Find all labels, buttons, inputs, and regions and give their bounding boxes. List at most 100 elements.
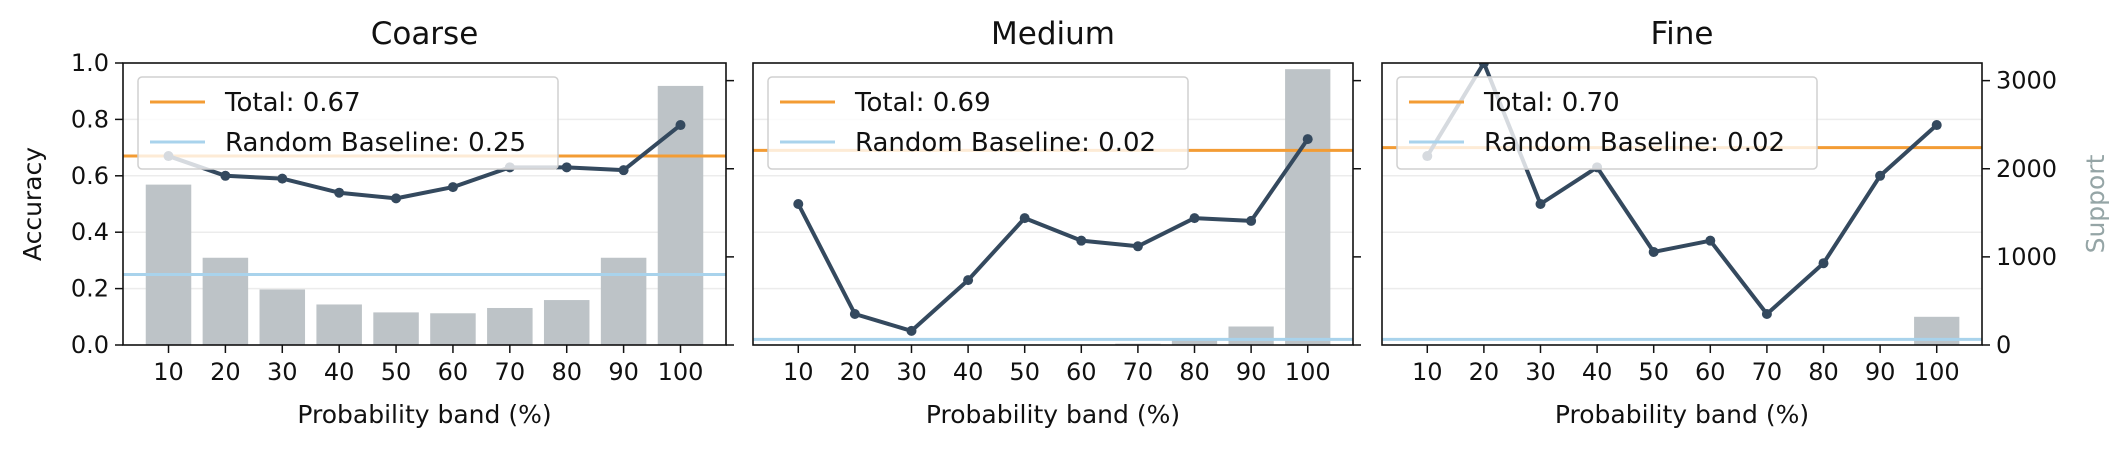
x-tick-label: 60 [1066, 358, 1097, 386]
x-tick-label: 40 [324, 358, 355, 386]
x-tick-label: 20 [840, 358, 871, 386]
accuracy-point [618, 165, 629, 176]
accuracy-point [1648, 246, 1659, 257]
x-tick-label: 30 [267, 358, 298, 386]
accuracy-point [1535, 199, 1546, 209]
legend-total-label: Total: 0.70 [1483, 88, 1620, 118]
x-axis-title: Probability band (%) [926, 400, 1180, 429]
accuracy-point [1931, 120, 1942, 131]
panel-coarse: 10 20 30 40 50 60 70 80 90 100 0.0 0.2 0.4 0.6 0.8 1.0 C… [18, 16, 734, 429]
support-bar [600, 257, 647, 345]
x-tick-label: 60 [1695, 358, 1726, 386]
panel-fine: 10 20 30 40 50 60 70 80 90 1000100020003000FinePr… [1381, 16, 2110, 429]
support-bar [145, 184, 192, 345]
support-bar [543, 300, 590, 345]
accuracy-point [277, 173, 288, 184]
accuracy-point [1019, 213, 1030, 224]
y2-tick-label: 1000 [1996, 243, 2057, 271]
accuracy-point [1246, 215, 1257, 226]
support-bar [1228, 326, 1274, 345]
support-bar [373, 312, 419, 345]
x-tick-label: 20 [1469, 358, 1500, 386]
legend-baseline-label: Random Baseline: 0.02 [1484, 128, 1785, 158]
accuracy-point [391, 193, 402, 204]
y-tick-label: 0.0 [71, 331, 109, 359]
accuracy-point [220, 170, 231, 181]
accuracy-point [849, 308, 860, 319]
legend-total-label: Total: 0.69 [854, 88, 991, 118]
y2-tick-label: 3000 [1996, 67, 2057, 95]
y-tick-label: 0.6 [71, 162, 109, 190]
legend-total-label: Total: 0.67 [224, 88, 361, 118]
panel-title: Fine [1651, 16, 1714, 52]
x-tick-label: 70 [495, 358, 526, 386]
x-tick-label: 50 [381, 358, 412, 386]
x-axis-title: Probability band (%) [297, 400, 551, 429]
x-tick-label: 10 [1412, 358, 1443, 386]
accuracy-point [906, 325, 917, 336]
support-bar [1171, 339, 1218, 345]
support-bar [259, 289, 306, 345]
accuracy-point [1076, 235, 1087, 246]
support-bar [202, 257, 249, 345]
accuracy-point [675, 120, 686, 131]
x-tick-label: 80 [1808, 358, 1839, 386]
plot-area [123, 85, 726, 345]
support-bar [430, 313, 476, 345]
accuracy-point [1132, 241, 1143, 252]
x-tick-label: 30 [896, 358, 927, 386]
x-tick-label: 60 [438, 358, 469, 386]
y-tick-label: 0.8 [71, 105, 109, 133]
legend-box [137, 76, 559, 170]
support-bar [316, 304, 362, 345]
y-axis-title: Accuracy [18, 147, 47, 261]
x-tick-label: 70 [1123, 358, 1154, 386]
panel-title: Medium [991, 16, 1115, 52]
y2-axis-title: Support [2081, 154, 2110, 253]
x-tick-label: 40 [953, 358, 984, 386]
legend-box [1396, 76, 1818, 170]
x-tick-label: 20 [210, 358, 241, 386]
support-bar [487, 307, 533, 345]
x-tick-label: 50 [1638, 358, 1669, 386]
axes-frame [752, 62, 1354, 346]
accuracy-point [1818, 258, 1829, 269]
axes-frame [122, 62, 727, 346]
accuracy-line [796, 138, 1310, 333]
y2-tick-label: 2000 [1996, 155, 2057, 183]
x-tick-label: 100 [1285, 358, 1331, 386]
legend-baseline-label: Random Baseline: 0.02 [855, 128, 1156, 158]
accuracy-point [1302, 134, 1313, 145]
axes-frame [1381, 62, 1983, 346]
accuracy-point [1705, 235, 1716, 246]
y2-tick-label: 0 [1996, 331, 2011, 359]
accuracy-point [1875, 170, 1886, 181]
x-tick-label: 80 [1179, 358, 1210, 386]
x-tick-label: 90 [1865, 358, 1896, 386]
x-tick-label: 10 [153, 358, 184, 386]
support-bar [1285, 69, 1331, 345]
legend: Total: 0.67 Random Baseline: 0.25 [137, 76, 559, 170]
accuracy-point [963, 275, 974, 286]
accuracy-line [167, 123, 682, 201]
y-tick-label: 1.0 [71, 49, 109, 77]
x-tick-label: 90 [1236, 358, 1267, 386]
x-tick-label: 100 [1914, 358, 1960, 386]
y-tick-label: 0.2 [71, 275, 109, 303]
accuracy-point [793, 199, 804, 209]
legend-baseline-label: Random Baseline: 0.25 [225, 128, 526, 158]
panel-title: Coarse [371, 16, 479, 52]
x-tick-label: 100 [658, 358, 704, 386]
accuracy-point [1478, 63, 1489, 68]
legend: Total: 0.70 Random Baseline: 0.02 [1396, 76, 1818, 170]
accuracy-point [1761, 308, 1772, 319]
accuracy-point [561, 162, 572, 173]
accuracy-point [1189, 213, 1200, 224]
x-tick-label: 50 [1009, 358, 1040, 386]
x-tick-label: 90 [608, 358, 639, 386]
x-tick-label: 70 [1752, 358, 1783, 386]
x-tick-label: 40 [1582, 358, 1613, 386]
y-tick-label: 0.4 [71, 218, 109, 246]
accuracy-point [447, 182, 458, 193]
